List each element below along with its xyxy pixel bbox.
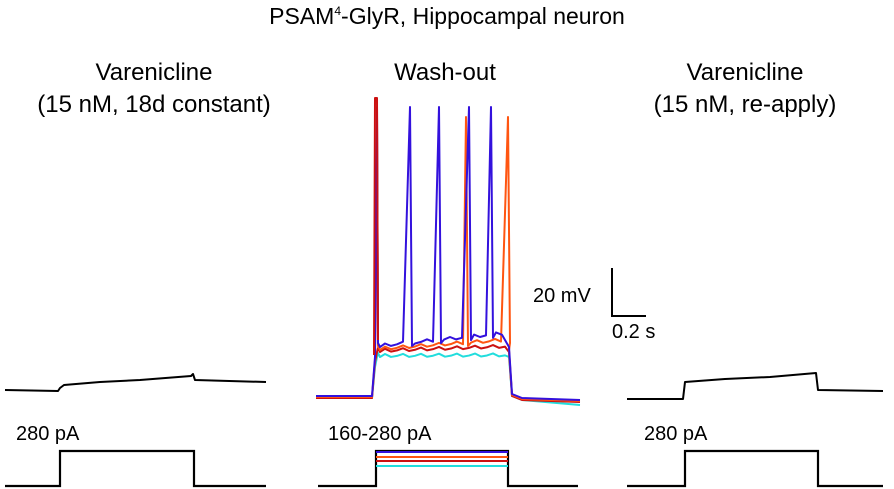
voltage-trace-160pA [316, 352, 581, 406]
scale-bar [611, 268, 646, 317]
condition-middle-line1: Wash-out [394, 59, 496, 86]
condition-left-line2: (15 nM, 18d constant) [37, 91, 271, 118]
voltage-traces [4, 97, 884, 406]
current-steps [5, 449, 883, 488]
current-step-right [627, 449, 883, 488]
voltage-trace-left [4, 373, 267, 392]
figure-title: PSAM4-GlyR, Hippocampal neuron [0, 3, 894, 30]
title-main: PSAM [269, 3, 335, 29]
voltage-trace-200pA [316, 344, 581, 403]
voltage-first-spike [373, 97, 379, 356]
step-label-left: 280 pA [16, 423, 80, 445]
condition-label-middle: Wash-out [345, 57, 545, 89]
step-label-middle: 160-280 pA [328, 423, 432, 445]
scalebar-voltage-label: 20 mV [533, 285, 591, 307]
voltage-trace-right [627, 372, 884, 400]
condition-label-left: Varenicline (15 nM, 18d constant) [14, 57, 294, 121]
condition-right-line2: (15 nM, re-apply) [653, 91, 837, 118]
title-rest: -GlyR, Hippocampal neuron [341, 3, 625, 29]
condition-label-right: Varenicline (15 nM, re-apply) [610, 57, 880, 121]
condition-right-line1: Varenicline [686, 59, 804, 86]
current-step-left [5, 449, 266, 488]
scalebar-time-label: 0.2 s [612, 321, 655, 343]
voltage-trace-280pA [316, 106, 581, 401]
step-label-right: 280 pA [644, 423, 708, 445]
voltage-trace-240pA [316, 116, 581, 402]
condition-left-line1: Varenicline [95, 59, 213, 86]
title-superscript: 4 [334, 4, 342, 18]
